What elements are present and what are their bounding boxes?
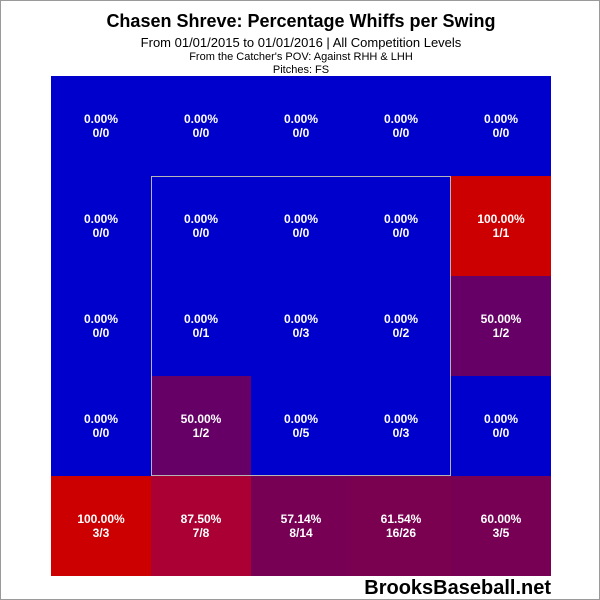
cell-percentage: 0.00% [383,212,419,226]
cell-fraction: 0/0 [192,126,210,140]
heatmap-cell: 0.00% 0/2 [351,276,451,376]
cell-fraction: 0/0 [392,126,410,140]
cell-fraction: 16/26 [385,526,417,540]
chart-title: Chasen Shreve: Percentage Whiffs per Swi… [106,11,496,31]
heatmap-cell: 50.00% 1/2 [451,276,551,376]
heatmap-cell: 0.00% 0/0 [151,176,251,276]
heatmap-cell: 0.00% 0/0 [51,176,151,276]
cell-fraction: 7/8 [192,526,210,540]
cell-percentage: 0.00% [283,412,319,426]
cell-fraction: 3/5 [492,526,510,540]
heatmap-cell: 50.00% 1/2 [151,376,251,476]
heatmap-cell: 0.00% 0/0 [251,76,351,176]
cell-percentage: 0.00% [183,312,219,326]
cell-fraction: 0/3 [292,326,310,340]
cell-percentage: 0.00% [83,112,119,126]
heatmap-cell: 0.00% 0/0 [151,76,251,176]
heatmap-cell: 0.00% 0/3 [351,376,451,476]
heatmap-cell: 60.00% 3/5 [451,476,551,576]
cell-percentage: 0.00% [383,312,419,326]
heatmap-cell: 100.00% 3/3 [51,476,151,576]
heatmap-cell: 0.00% 0/0 [351,76,451,176]
cell-percentage: 87.50% [180,512,222,526]
cell-percentage: 0.00% [283,312,319,326]
cell-fraction: 1/2 [192,426,210,440]
cell-fraction: 0/0 [92,226,110,240]
cell-fraction: 1/2 [492,326,510,340]
heatmap-cell: 0.00% 0/0 [451,376,551,476]
heatmap-cell: 0.00% 0/0 [51,276,151,376]
heatmap-cell: 0.00% 0/0 [451,76,551,176]
cell-percentage: 0.00% [183,112,219,126]
cell-percentage: 0.00% [483,412,519,426]
cell-percentage: 0.00% [483,112,519,126]
cell-percentage: 100.00% [77,512,125,526]
heatmap-cell: 0.00% 0/0 [51,76,151,176]
cell-percentage: 0.00% [383,412,419,426]
heatmap-grid: 0.00% 0/0 0.00% 0/0 0.00% 0/0 0.00% 0/0 0.00% 0/0… [51,76,551,576]
cell-percentage: 0.00% [283,212,319,226]
cell-fraction: 0/0 [492,426,510,440]
cell-percentage: 100.00% [477,212,525,226]
cell-percentage: 60.00% [480,512,522,526]
heatmap-cell: 0.00% 0/0 [251,176,351,276]
heatmap-cell: 0.00% 0/0 [51,376,151,476]
heatmap-cell: 61.54% 16/26 [351,476,451,576]
pov-note: From the Catcher's POV: Against RHH & LH… [189,51,413,63]
pitches-note: Pitches: FS [272,64,330,76]
cell-percentage: 0.00% [83,312,119,326]
cell-percentage: 50.00% [480,312,522,326]
brooks-watermark: BrooksBaseball.net [364,577,551,599]
heatmap-cell: 0.00% 0/5 [251,376,351,476]
cell-fraction: 0/1 [192,326,210,340]
cell-fraction: 0/5 [292,426,310,440]
cell-fraction: 0/3 [392,426,410,440]
cell-percentage: 50.00% [180,412,222,426]
cell-fraction: 0/0 [92,326,110,340]
cell-fraction: 0/0 [492,126,510,140]
cell-percentage: 0.00% [83,212,119,226]
cell-percentage: 0.00% [383,112,419,126]
cell-fraction: 3/3 [92,526,110,540]
chart-subtitle: From 01/01/2015 to 01/01/2016 | All Comp… [140,35,462,50]
cell-percentage: 57.14% [280,512,322,526]
cell-fraction: 0/0 [92,126,110,140]
heatmap-cell: 0.00% 0/1 [151,276,251,376]
cell-percentage: 0.00% [83,412,119,426]
cell-fraction: 0/2 [392,326,410,340]
cell-fraction: 0/0 [192,226,210,240]
heatmap-cell: 0.00% 0/3 [251,276,351,376]
heatmap-cell: 100.00% 1/1 [451,176,551,276]
cell-percentage: 61.54% [380,512,422,526]
cell-fraction: 0/0 [292,126,310,140]
cell-fraction: 0/0 [292,226,310,240]
cell-percentage: 0.00% [283,112,319,126]
cell-fraction: 0/0 [92,426,110,440]
cell-fraction: 8/14 [289,526,313,540]
cell-percentage: 0.00% [183,212,219,226]
heatmap-cell: 57.14% 8/14 [251,476,351,576]
heatmap-cell: 87.50% 7/8 [151,476,251,576]
cell-fraction: 1/1 [492,226,510,240]
heatmap-cell: 0.00% 0/0 [351,176,451,276]
cell-fraction: 0/0 [392,226,410,240]
